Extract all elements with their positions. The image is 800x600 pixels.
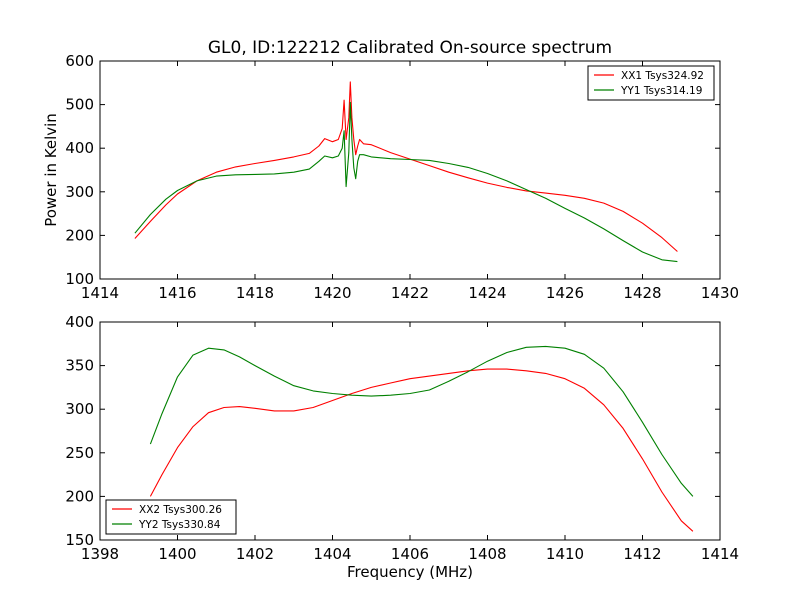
figure-title: GL0, ID:122212 Calibrated On-source spec… (208, 38, 612, 58)
y-tick-label: 100 (65, 270, 94, 288)
legend-box (587, 65, 715, 101)
y-tick-label: 150 (65, 531, 94, 549)
y-tick-label: 200 (65, 487, 94, 505)
series-line-1 (134, 81, 678, 252)
legend-box (105, 499, 237, 535)
y-tick-label: 250 (65, 444, 94, 462)
x-tick-label: 1426 (546, 284, 584, 302)
x-tick-label: 1418 (236, 284, 274, 302)
x-tick-label: 1398 (81, 545, 119, 563)
y-tick-label: 400 (65, 313, 94, 331)
legend-label: XX1 Tsys324.92 (621, 70, 704, 82)
x-tick-label: 1400 (158, 545, 196, 563)
x-tick-label: 1420 (313, 284, 351, 302)
series-line-1 (149, 368, 694, 532)
legend-label: XX2 Tsys300.26 (139, 504, 222, 516)
y-tick-label: 300 (65, 400, 94, 418)
x-tick-label: 1406 (391, 545, 429, 563)
x-tick-label: 1428 (623, 284, 661, 302)
x-tick-label: 1422 (391, 284, 429, 302)
x-tick-label: 1424 (468, 284, 506, 302)
y-tick-label: 300 (65, 183, 94, 201)
y-axis-label: Power in Kelvin (42, 113, 60, 227)
legend: XX2 Tsys300.26 YY2 Tsys330.84 (105, 499, 237, 535)
plot-1: 1414 1416 1418 1420 1422 1424 1426 1428 1430 100 2… (42, 52, 739, 302)
series-line-2 (149, 345, 694, 497)
legend-label: YY1 Tsys314.19 (620, 85, 702, 97)
y-tick-label: 500 (65, 96, 94, 114)
y-tick-label: 600 (65, 52, 94, 70)
x-tick-label: 1410 (546, 545, 584, 563)
x-axis-label: Frequency (MHz) (347, 563, 473, 581)
x-tick-label: 1414 (701, 545, 739, 563)
x-tick-label: 1402 (236, 545, 274, 563)
x-tick-label: 1404 (313, 545, 351, 563)
series-line-2 (134, 101, 678, 263)
legend: XX1 Tsys324.92 YY1 Tsys314.19 (587, 65, 715, 101)
plot-2: 1398 1400 1402 1404 1406 1408 1410 1412 1414 150 2… (65, 313, 739, 581)
x-tick-label: 1430 (701, 284, 739, 302)
x-tick-label: 1408 (468, 545, 506, 563)
y-tick-label: 200 (65, 226, 94, 244)
x-tick-label: 1416 (158, 284, 196, 302)
x-tick-label: 1414 (81, 284, 119, 302)
y-tick-label: 400 (65, 139, 94, 157)
legend-label: YY2 Tsys330.84 (138, 519, 221, 531)
plots-layer: 1414 1416 1418 1420 1422 1424 1426 1428 1430 100 2… (42, 52, 739, 581)
y-tick-label: 350 (65, 357, 94, 375)
x-tick-label: 1412 (623, 545, 661, 563)
